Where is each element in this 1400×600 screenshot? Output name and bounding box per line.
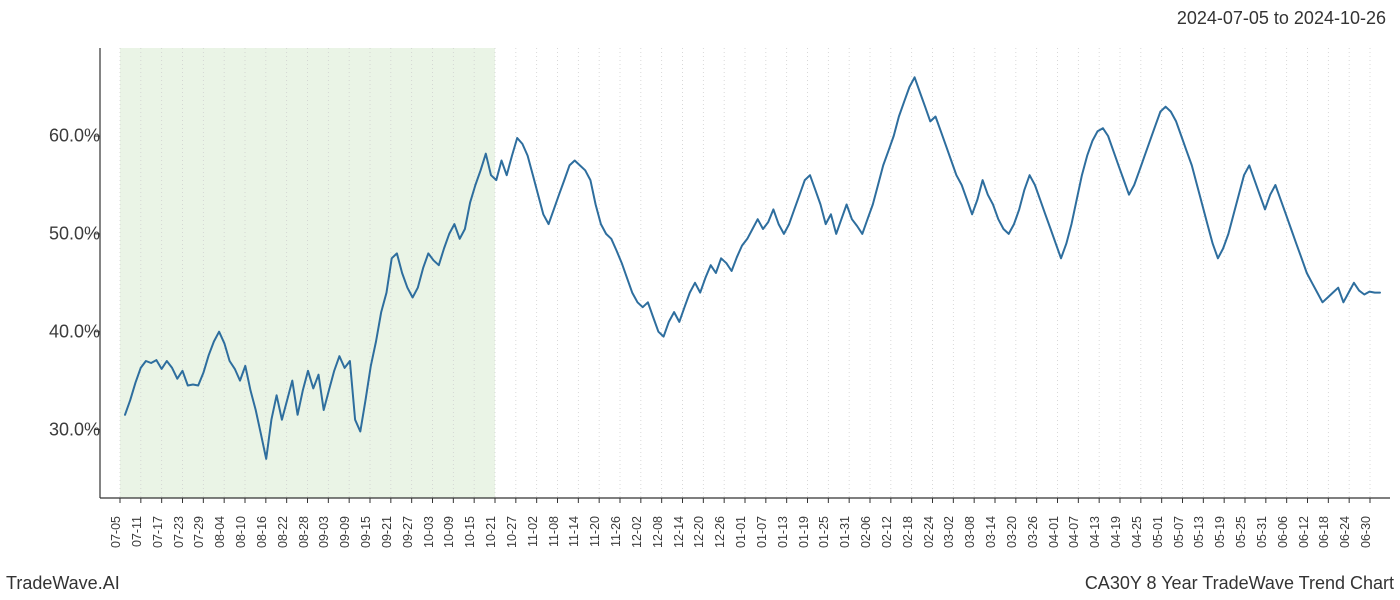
x-tick-label: 08-04	[213, 516, 227, 548]
x-tick-label: 05-31	[1255, 516, 1269, 548]
x-tick-label: 03-20	[1005, 516, 1019, 548]
y-tick-label: 60.0%	[49, 126, 100, 147]
x-tick-label: 05-19	[1213, 516, 1227, 548]
x-tick-label: 10-03	[422, 516, 436, 548]
x-tick-label: 10-15	[463, 516, 477, 548]
x-tick-label: 01-25	[817, 516, 831, 548]
x-tick-label: 03-26	[1026, 516, 1040, 548]
chart-svg	[100, 48, 1390, 498]
x-tick-label: 05-01	[1151, 516, 1165, 548]
x-tick-label: 01-19	[797, 516, 811, 548]
x-tick-label: 06-12	[1297, 516, 1311, 548]
x-tick-label: 02-24	[922, 516, 936, 548]
x-tick-label: 04-01	[1047, 516, 1061, 548]
x-tick-label: 08-10	[234, 516, 248, 548]
footer-brand: TradeWave.AI	[6, 573, 120, 594]
x-tick-label: 01-07	[755, 516, 769, 548]
date-range-label: 2024-07-05 to 2024-10-26	[1177, 8, 1386, 29]
x-tick-label: 11-02	[526, 516, 540, 547]
x-tick-label: 12-14	[672, 516, 686, 548]
x-tick-label: 08-16	[255, 516, 269, 548]
x-tick-label: 01-31	[838, 516, 852, 548]
x-tick-label: 03-08	[963, 516, 977, 548]
x-tick-label: 06-30	[1359, 516, 1373, 548]
chart-plot-area	[100, 48, 1390, 498]
x-tick-label: 02-18	[901, 516, 915, 548]
x-tick-label: 05-13	[1192, 516, 1206, 548]
x-tick-label: 10-09	[442, 516, 456, 548]
x-tick-label: 04-25	[1130, 516, 1144, 548]
x-tick-label: 09-27	[401, 516, 415, 548]
x-tick-label: 04-13	[1088, 516, 1102, 548]
x-tick-label: 04-19	[1109, 516, 1123, 548]
y-tick-label: 40.0%	[49, 321, 100, 342]
x-tick-label: 06-24	[1338, 516, 1352, 548]
x-tick-label: 01-13	[776, 516, 790, 548]
x-tick-label: 03-02	[942, 516, 956, 548]
x-tick-label: 07-17	[151, 516, 165, 548]
x-tick-label: 05-07	[1172, 516, 1186, 548]
x-tick-label: 01-01	[734, 516, 748, 548]
footer-title: CA30Y 8 Year TradeWave Trend Chart	[1085, 573, 1394, 594]
x-tick-label: 11-26	[609, 516, 623, 547]
x-tick-label: 09-09	[338, 516, 352, 548]
x-tick-label: 11-08	[547, 516, 561, 547]
x-tick-label: 12-02	[630, 516, 644, 548]
x-tick-label: 04-07	[1067, 516, 1081, 548]
x-axis-labels: 07-05 07-11 07-17 07-23 07-29 08-04 08-10 08-16…	[100, 505, 1390, 575]
x-tick-label: 08-28	[297, 516, 311, 548]
x-tick-label: 06-06	[1276, 516, 1290, 548]
x-tick-label: 11-20	[588, 516, 602, 547]
x-tick-label: 09-21	[380, 516, 394, 548]
x-tick-label: 12-26	[713, 516, 727, 548]
x-tick-label: 03-14	[984, 516, 998, 548]
x-tick-label: 06-18	[1317, 516, 1331, 548]
x-tick-label: 12-08	[651, 516, 665, 548]
x-tick-label: 12-20	[692, 516, 706, 548]
x-tick-label: 07-23	[172, 516, 186, 548]
x-tick-label: 02-06	[859, 516, 873, 548]
x-tick-label: 10-27	[505, 516, 519, 548]
x-tick-label: 11-14	[567, 516, 581, 547]
x-tick-label: 09-03	[317, 516, 331, 548]
x-tick-label: 07-29	[192, 516, 206, 548]
x-tick-label: 10-21	[484, 516, 498, 548]
x-tick-label: 07-05	[109, 516, 123, 548]
x-tick-label: 07-11	[130, 516, 144, 547]
x-tick-label: 08-22	[276, 516, 290, 548]
x-tick-label: 02-12	[880, 516, 894, 548]
y-tick-label: 30.0%	[49, 419, 100, 440]
x-tick-label: 05-25	[1234, 516, 1248, 548]
x-tick-label: 09-15	[359, 516, 373, 548]
y-tick-label: 50.0%	[49, 223, 100, 244]
